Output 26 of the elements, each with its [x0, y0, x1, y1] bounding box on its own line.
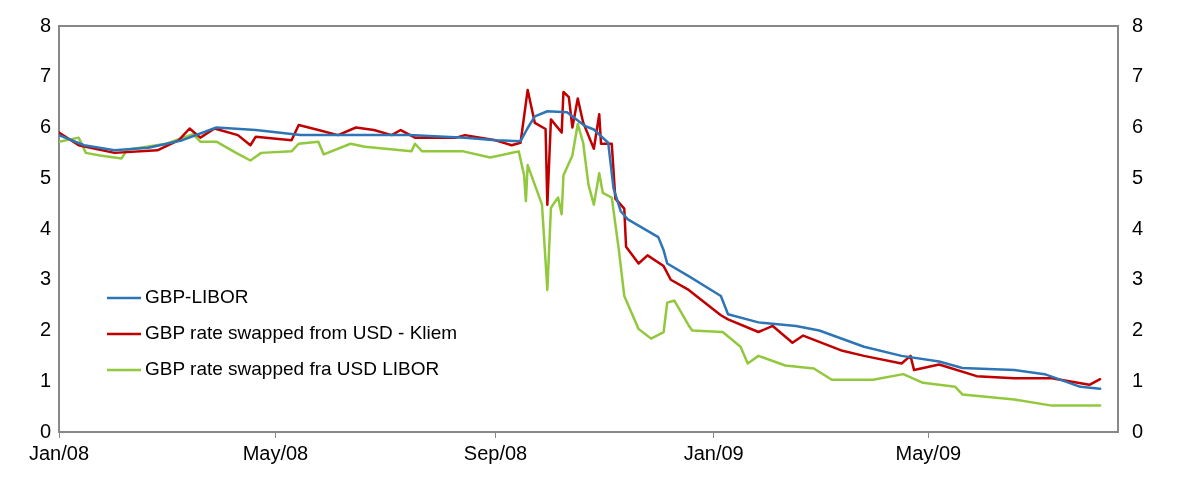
- y2-tick-label: 0: [1132, 419, 1144, 442]
- legend-label: GBP rate swapped from USD - Kliem: [145, 322, 458, 344]
- x-tick-label: May/09: [895, 441, 962, 464]
- x-tick-label: May/08: [242, 441, 309, 464]
- y-tick-label: 6: [39, 115, 51, 138]
- legend-label: GBP rate swapped fra USD LIBOR: [145, 358, 440, 380]
- y-tick-label: 4: [39, 216, 51, 239]
- y-tick-label: 7: [39, 64, 51, 87]
- x-tick-label: Jan/09: [683, 441, 744, 464]
- y2-tick-label: 1: [1132, 368, 1144, 391]
- y2-tick-label: 2: [1132, 318, 1144, 341]
- y-tick-label: 5: [39, 165, 51, 188]
- y2-tick-label: 7: [1132, 64, 1144, 87]
- y-tick-label: 1: [39, 368, 51, 391]
- y-tick-label: 0: [39, 419, 51, 442]
- x-tick-label: Jan/08: [28, 441, 90, 464]
- y2-tick-label: 3: [1132, 267, 1144, 290]
- y-tick-label: 2: [39, 318, 51, 341]
- y-tick-label: 3: [39, 267, 51, 290]
- y2-tick-label: 6: [1132, 115, 1144, 138]
- legend-label: GBP-LIBOR: [145, 286, 249, 308]
- y2-tick-label: 5: [1132, 165, 1144, 188]
- x-tick-label: Sep/08: [463, 441, 528, 464]
- y2-tick-label: 8: [1132, 13, 1144, 36]
- y2-tick-label: 4: [1132, 216, 1144, 239]
- y-tick-label: 8: [39, 13, 51, 36]
